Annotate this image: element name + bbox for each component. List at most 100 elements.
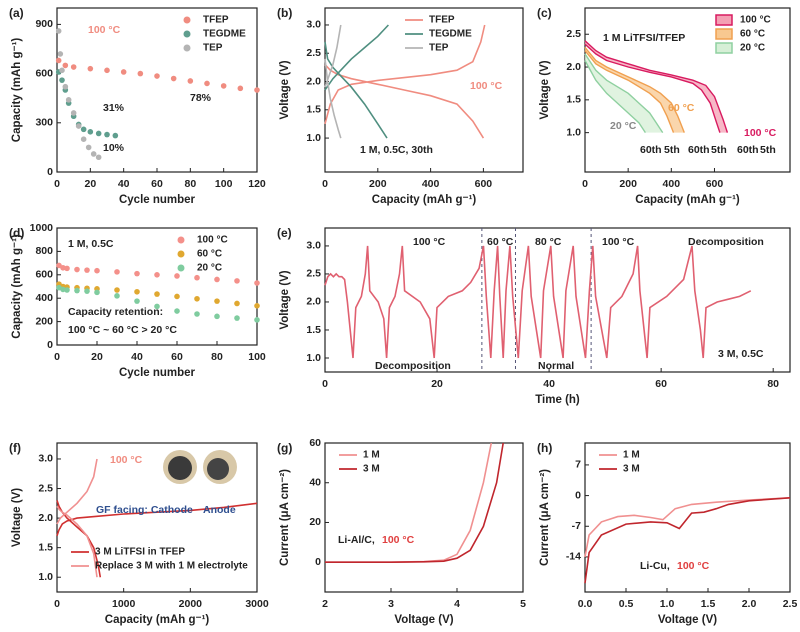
annotation: Anode [203,504,236,516]
annotation: 1 M, 0.5C [68,238,114,250]
panel-label: (e) [277,226,292,240]
data-point [64,265,70,272]
x-axis-label: Cycle number [119,194,196,206]
x-tick-label: 80 [184,178,196,190]
x-tick-label: 40 [118,178,130,190]
legend-label: TFEP [429,15,455,26]
data-point [134,270,140,277]
data-point [62,83,69,90]
data-point [90,151,97,157]
legend-label: 60 °C [197,249,222,260]
legend-label: TEGDME [429,29,472,40]
data-point [57,51,64,57]
data-line [584,40,729,133]
x-axis-label: Voltage (V) [394,614,453,626]
x-tick-label: 0 [54,598,60,610]
data-point [85,144,92,151]
data-point [114,293,120,299]
annotation: 100 °C [413,236,446,248]
data-point [65,97,72,103]
legend-label: TEP [203,43,223,54]
data-point [62,62,69,69]
panel: (g) 2 3 4 5 0 20 40 60 Voltage (V) Current (μA cm⁻… [277,437,526,626]
x-axis-label: Capacity (mAh g⁻¹) [372,194,477,206]
x-tick-label: 80 [211,351,223,363]
x-tick-label: 2.0 [742,598,757,610]
x-tick-label: 20 [431,378,443,390]
data-point [234,315,240,321]
legend-label: 20 °C [197,263,222,274]
y-tick-label: 3.0 [38,453,53,465]
y-tick-label: 2.0 [38,512,53,524]
annotation: 60 °C [487,236,514,248]
data-line [584,50,675,133]
annotation: 100 °C [110,454,143,466]
data-point [104,131,110,138]
data-point [104,67,110,74]
y-axis-label: Current (μA cm⁻²) [279,469,291,566]
y-axis-label: Capacity (mAh g⁻¹) [11,234,23,339]
x-tick-label: 400 [422,178,440,190]
x-tick-label: 3 [388,598,394,610]
annotation: 5th [760,144,776,156]
annotation: 100 °C [382,534,415,546]
legend-label: 3 M [363,464,380,475]
panel-label: (b) [277,6,292,20]
x-tick-label: 0 [54,178,60,190]
plot-frame [324,227,791,373]
panel: (h) 0.0 0.5 1.0 1.5 2.0 2.5 -14 -7 0 7 Voltage (V) C… [537,441,797,626]
annotation: Capacity retention: [68,306,163,318]
data-point [154,73,160,79]
x-tick-label: 0 [54,351,60,363]
annotation: 60th [688,144,710,156]
legend-marker [177,264,185,272]
y-axis-label: Voltage (V) [11,488,23,547]
data-point [87,65,94,72]
data-point [234,300,240,307]
data-line [584,497,791,558]
data-line [324,24,389,139]
y-tick-label: 800 [35,245,53,257]
annotation: Normal [538,360,574,372]
x-tick-label: 40 [131,351,143,363]
x-tick-label: 4 [454,598,460,610]
data-point [95,154,102,161]
data-line [324,24,342,139]
data-point [204,80,210,87]
y-tick-label: 40 [309,477,321,489]
x-tick-label: 100 [248,351,266,363]
annotation: 20 °C [610,120,637,132]
y-axis-label: Voltage (V) [279,60,291,119]
data-point [170,75,177,82]
x-tick-label: 120 [248,178,266,190]
legend-marker [177,250,185,258]
x-tick-label: 80 [767,378,779,390]
legend-label: 100 °C [740,15,771,26]
y-tick-label: 3.0 [306,240,321,252]
plot-frame [56,442,258,593]
x-axis-label: Capacity (mAh g⁻¹) [105,614,210,626]
y-tick-label: 2.0 [566,61,581,73]
y-tick-label: 2.0 [306,296,321,308]
y-tick-label: 1.0 [306,132,321,144]
annotation: 78% [190,92,212,104]
data-line [584,43,721,133]
band-fill [585,40,728,133]
data-point [114,269,120,275]
data-point [174,273,180,279]
data-point [84,288,90,294]
y-tick-label: 7 [575,459,581,471]
data-point [134,298,140,304]
data-point [137,70,144,77]
data-point [120,69,127,75]
annotation: 5th [711,144,727,156]
plot-frame [584,7,791,173]
legend-marker [183,30,191,38]
panel-label: (a) [9,6,24,20]
data-point [214,313,220,320]
x-tick-label: 0 [582,178,588,190]
panel: (e) 0 20 40 60 80 1.0 1.5 2.0 2.5 3.0 Time (h) Volta… [277,226,791,406]
x-tick-label: 400 [663,178,681,190]
data-point [154,303,160,310]
y-tick-label: 400 [35,292,53,304]
